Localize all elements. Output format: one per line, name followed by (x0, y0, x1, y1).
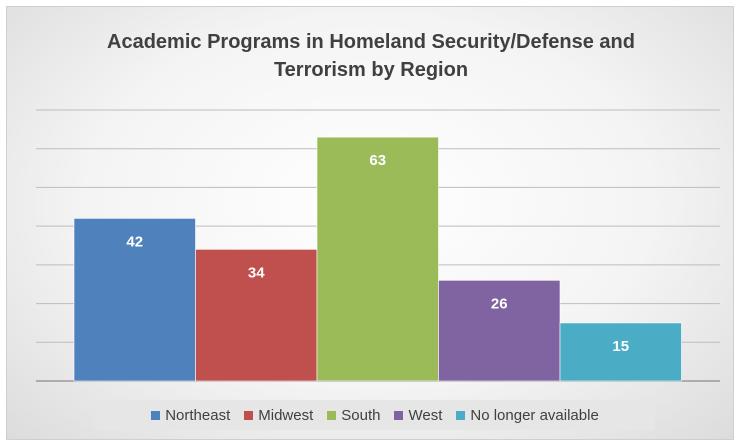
data-label: 42 (126, 233, 143, 250)
bar-no-longer-available (559, 322, 682, 382)
legend-swatch (394, 410, 404, 420)
chart-title-line-1: Academic Programs in Homeland Security/D… (107, 31, 635, 53)
data-label: 34 (248, 264, 265, 281)
legend-item: No longer available (456, 406, 599, 424)
legend-label: Midwest (258, 406, 314, 424)
bar-south (316, 136, 439, 382)
legend-item: South (327, 407, 380, 424)
data-label: 15 (612, 338, 629, 355)
bar-northeast (73, 218, 196, 382)
legend-item: Midwest (244, 407, 313, 424)
legend-label: South (341, 406, 381, 424)
legend: Northeast Midwest South West No longer avail… (95, 400, 655, 430)
legend-item: Northeast (151, 407, 230, 424)
legend-swatch (456, 410, 466, 420)
legend-label: Northeast (165, 406, 231, 424)
legend-item: West (394, 407, 442, 424)
legend-swatch (151, 410, 161, 420)
chart-title: Academic Programs in Homeland Security/D… (0, 28, 742, 84)
legend-swatch (244, 410, 254, 420)
bar-west (438, 280, 561, 382)
legend-label: No longer available (470, 406, 599, 424)
data-label: 63 (369, 152, 386, 169)
data-label: 26 (491, 295, 508, 312)
legend-label: West (408, 406, 443, 424)
bar-midwest (195, 249, 318, 382)
legend-swatch (327, 410, 337, 420)
chart-title-line-2: Terrorism by Region (273, 59, 469, 81)
